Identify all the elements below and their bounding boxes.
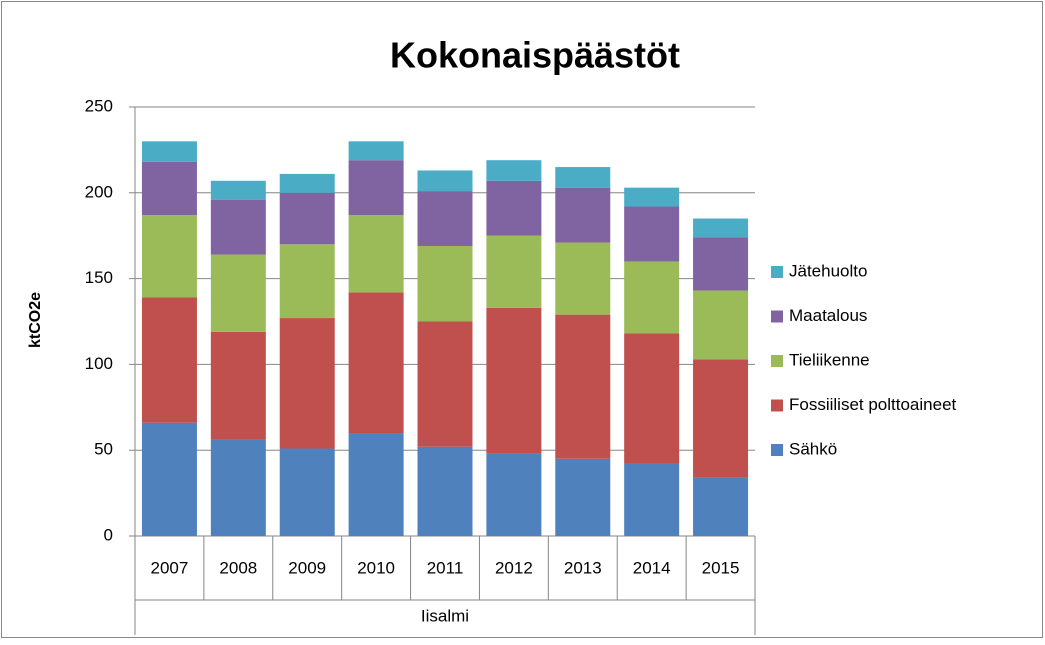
bar-segment [555, 187, 611, 243]
bar-segment [624, 187, 680, 207]
legend-label: Jätehuolto [789, 261, 867, 280]
bar-segment [693, 477, 749, 536]
legend-swatch [771, 444, 783, 456]
bar-segment [279, 244, 335, 319]
legend-label: Tieliikenne [789, 350, 870, 369]
bar-segment [624, 206, 680, 262]
bar-segment [210, 254, 266, 332]
bar-segment [417, 245, 473, 322]
bar-segment [348, 141, 404, 161]
x-tick-label: 2008 [219, 558, 257, 577]
legend-swatch [771, 266, 783, 278]
bar-segment [624, 261, 680, 334]
bar-segment [693, 218, 749, 238]
y-tick-label: 250 [85, 96, 113, 115]
bar-segment [693, 237, 749, 291]
legend-label: Maatalous [789, 306, 867, 325]
bar-segment [417, 170, 473, 192]
x-tick-label: 2010 [357, 558, 395, 577]
bar-segment [555, 167, 611, 188]
bar-segment [555, 242, 611, 315]
bar-segment [417, 321, 473, 447]
category-group-label: Iisalmi [421, 606, 469, 625]
bar-segment [555, 458, 611, 536]
bar-segment [141, 215, 197, 298]
bar-segment [348, 292, 404, 434]
legend-swatch [771, 399, 783, 412]
y-tick-label: 100 [85, 354, 113, 373]
bar-segment [279, 173, 335, 193]
bar-segment [486, 453, 542, 536]
bar-segment [486, 235, 542, 308]
x-tick-label: 2013 [564, 558, 602, 577]
bar-segment [210, 199, 266, 255]
x-tick-label: 2011 [427, 558, 464, 577]
y-tick-label: 50 [94, 440, 113, 459]
legend-label: Fossiiliset polttoaineet [789, 395, 957, 414]
bar-segment [624, 333, 680, 464]
bar-segment [210, 180, 266, 200]
bar-segment [348, 215, 404, 293]
bar-segment [279, 192, 335, 245]
legend-swatch [771, 310, 783, 323]
bar-segment [693, 359, 749, 478]
bar-segment [279, 448, 335, 536]
y-tick-label: 0 [104, 525, 113, 544]
bar-segment [141, 161, 197, 216]
x-tick-label: 2014 [633, 558, 671, 577]
bar-segment [279, 318, 335, 449]
x-tick-label: 2012 [495, 558, 533, 577]
x-tick-label: 2007 [151, 558, 189, 577]
bar-segment [555, 314, 611, 459]
bar-segment [210, 439, 266, 536]
bar-segment [486, 160, 542, 181]
bar-segment [486, 180, 542, 236]
y-tick-label: 200 [85, 182, 113, 201]
chart-title: Kokonaispäästöt [390, 35, 680, 76]
bar-segment [417, 191, 473, 246]
bar-segment [210, 331, 266, 440]
x-tick-label: 2009 [288, 558, 326, 577]
x-tick-label: 2015 [702, 558, 740, 577]
y-tick-label: 150 [85, 268, 113, 287]
bar-segment [693, 290, 749, 360]
bar-segment [624, 463, 680, 536]
bar-segment [141, 297, 197, 423]
bar-segment [348, 433, 404, 536]
y-axis-label: ktCO2e [27, 292, 44, 348]
legend-label: Sähkö [789, 439, 837, 458]
bar-segment [417, 446, 473, 536]
bar-segment [141, 141, 197, 162]
bar-segment [348, 160, 404, 216]
legend-swatch [771, 355, 783, 367]
bar-segment [486, 307, 542, 454]
bar-segment [141, 422, 197, 536]
